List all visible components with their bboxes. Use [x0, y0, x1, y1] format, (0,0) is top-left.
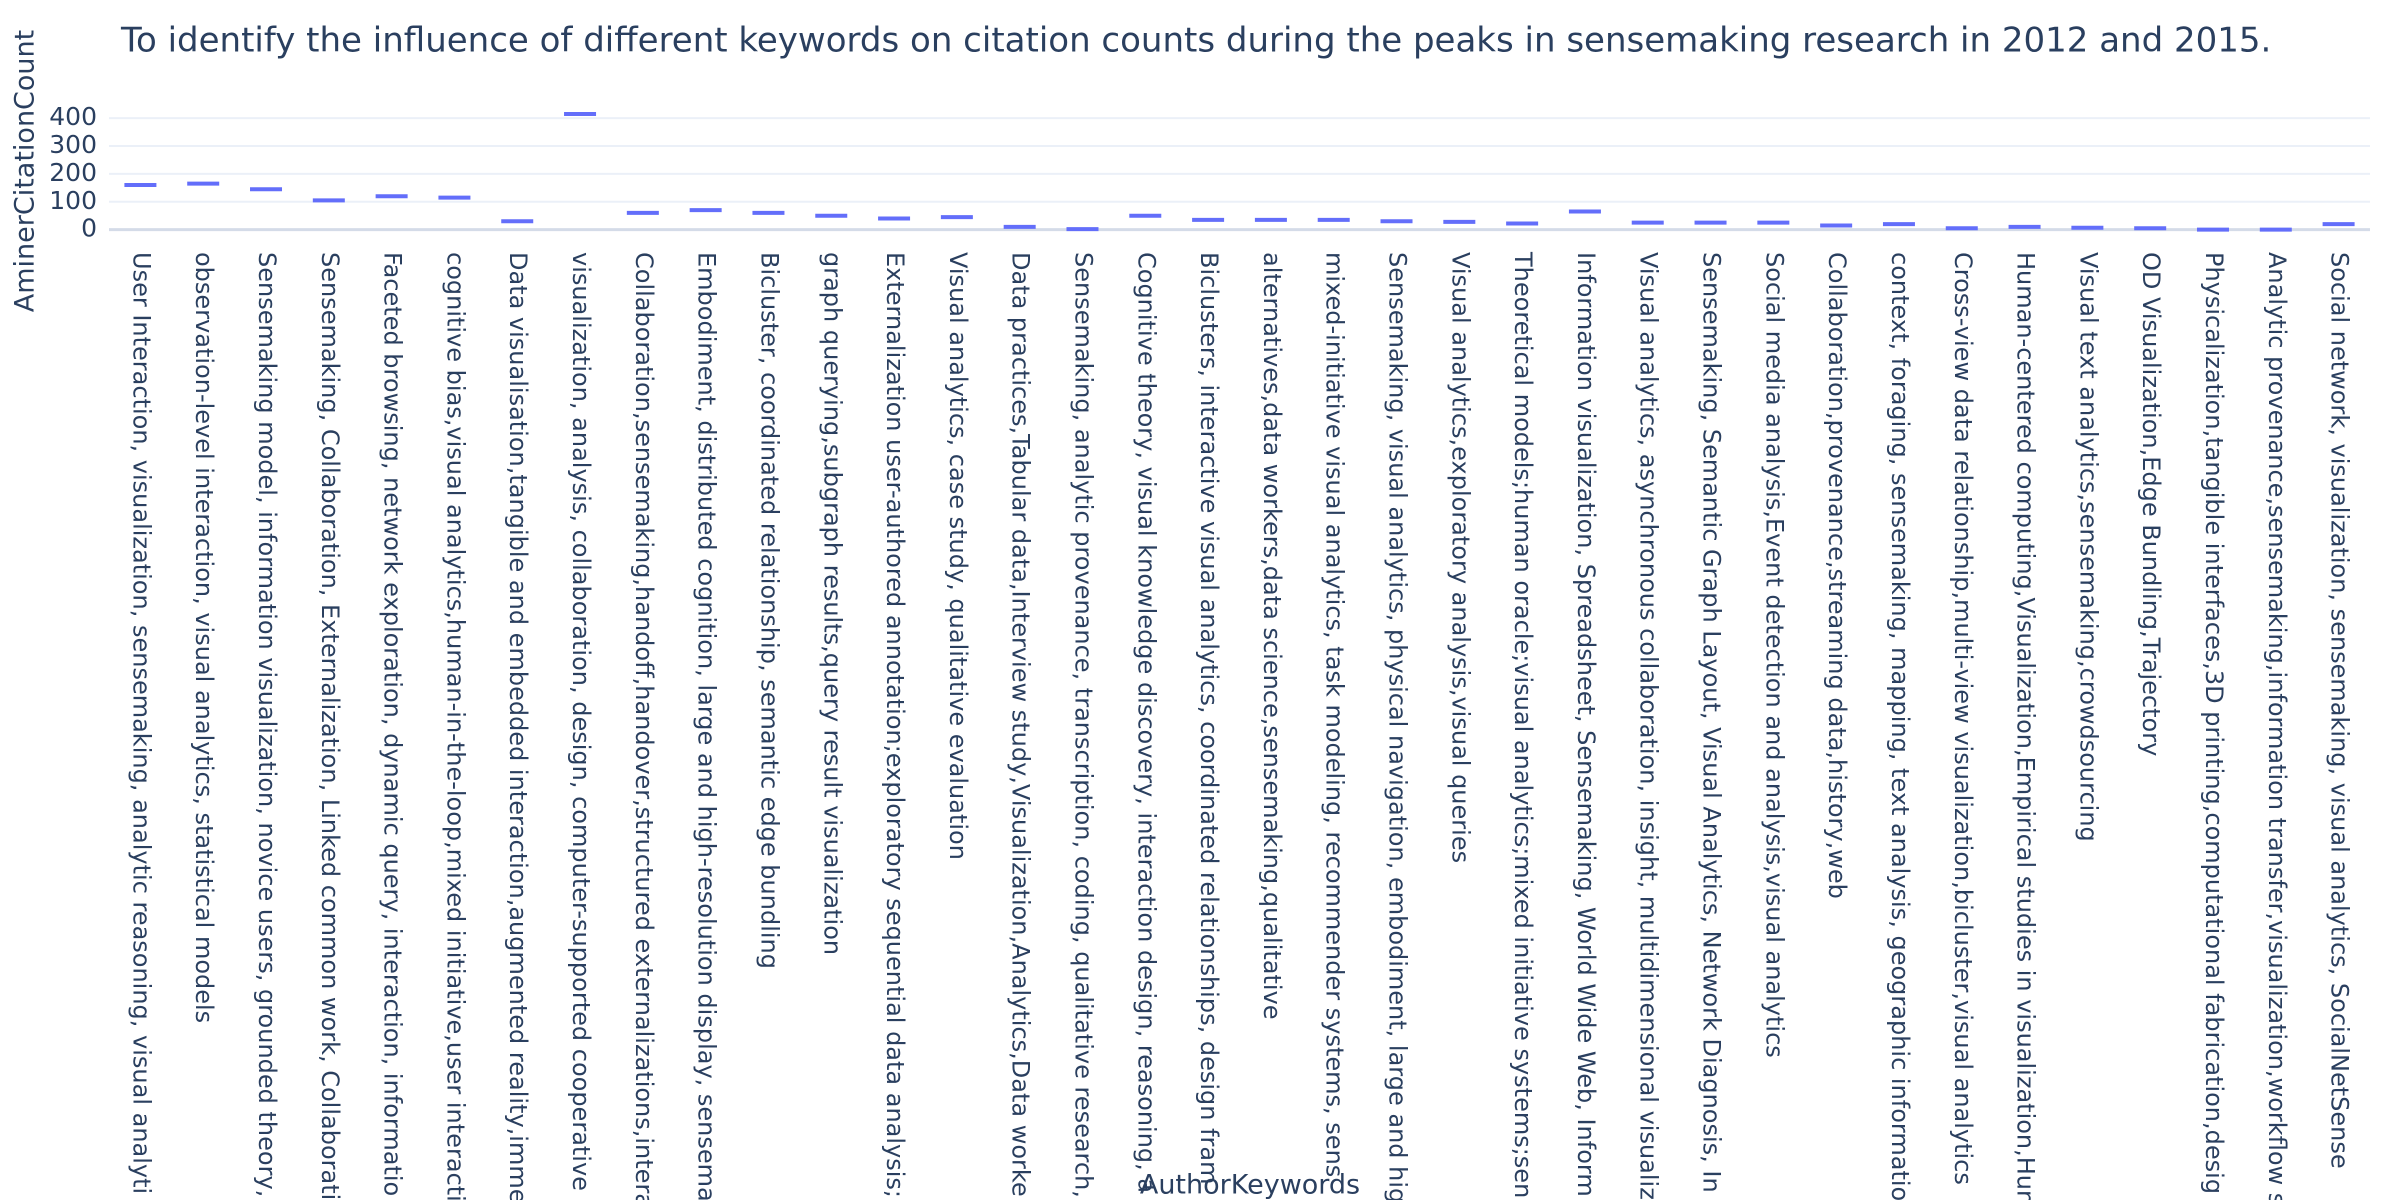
x-tick-label: mixed-initiative visual analytics, task … — [1321, 252, 1349, 1177]
x-tick-label: context, foraging, sensemaking, mapping,… — [1886, 252, 1914, 1200]
y-axis-title: AminerCitationCount — [10, 30, 41, 313]
x-tick-label: User Interaction, visualization, sensema… — [127, 252, 155, 1194]
x-tick-label: visualization, analysis, collaboration, … — [567, 252, 595, 1191]
x-tick-label: Visual text analytics,sensemaking,crowds… — [2074, 252, 2102, 842]
x-tick-label: Biclusters, interactive visual analytics… — [1195, 252, 1223, 1184]
y-tick-label: 300 — [49, 130, 97, 159]
x-tick-label: Social media analysis,Event detection an… — [1760, 252, 1788, 1058]
x-tick-label: Human-centered computing,Visualization,E… — [2012, 252, 2040, 1200]
chart-title: To identify the influence of different k… — [120, 21, 2271, 61]
x-tick-label: Data practices,Tabular data,Interview st… — [1007, 252, 1035, 1197]
x-tick-label: Social network, visualization, sensemaki… — [2326, 252, 2354, 1169]
x-tick-label: Embodiment, distributed cognition, large… — [693, 252, 721, 1200]
x-tick-label: alternatives,data workers,data science,s… — [1258, 252, 1286, 1020]
x-tick-label: Faceted browsing, network exploration, d… — [379, 252, 407, 1196]
x-tick-label: Visual analytics,exploratory analysis,vi… — [1446, 252, 1474, 863]
x-tick-label: OD Visualization,Edge Bundling,Trajector… — [2137, 252, 2165, 756]
x-tick-label: Externalization user-authored annotation… — [881, 252, 909, 1198]
x-tick-label: Cognitive theory, visual knowledge disco… — [1132, 252, 1160, 1193]
y-tick-label: 100 — [49, 186, 97, 215]
x-tick-label: Visual analytics, asynchronous collabora… — [1635, 252, 1663, 1200]
y-tick-label: 200 — [49, 158, 97, 187]
x-tick-label: Sensemaking model, information visualiza… — [253, 252, 281, 1197]
x-tick-label: observation-level interaction, visual an… — [190, 252, 218, 1023]
x-tick-label: Sensemaking, Collaboration, Externalizat… — [316, 252, 344, 1200]
x-tick-label: graph querying,subgraph results,query re… — [818, 252, 846, 955]
x-tick-label: Collaboration,sensemaking,handoff,handov… — [630, 252, 658, 1200]
y-tick-label: 0 — [81, 214, 97, 243]
x-tick-label: Analytic provenance,sensemaking,informat… — [2263, 252, 2291, 1200]
x-tick-label: Theoretical models;human oracle;visual a… — [1509, 251, 1537, 1198]
x-tick-label: Collaboration,provenance,streaming data,… — [1823, 252, 1851, 899]
x-tick-label: Bicluster, coordinated relationship, sem… — [755, 252, 783, 969]
x-tick-label: Sensemaking, visual analytics, physical … — [1384, 252, 1412, 1200]
x-axis-title: AuthorKeywords — [1140, 1170, 1360, 1200]
x-tick-label: Physicalization,tangible interfaces,3D p… — [2200, 252, 2228, 1194]
x-tick-label: Cross-view data relationship,multi-view … — [1949, 252, 1977, 1185]
x-tick-label: Sensemaking, Semantic Graph Layout, Visu… — [1698, 252, 1726, 1193]
x-tick-label: Visual analytics, case study, qualitativ… — [944, 252, 972, 860]
x-tick-label: Data visualisation,tangible and embedded… — [504, 252, 532, 1200]
x-tick-label: cognitive bias,visual analytics,human-in… — [441, 252, 469, 1200]
y-tick-label: 400 — [49, 102, 97, 131]
x-tick-label: Sensemaking, analytic provenance, transc… — [1069, 252, 1097, 1198]
x-tick-label: Information visualization, Spreadsheet, … — [1572, 252, 1600, 1197]
